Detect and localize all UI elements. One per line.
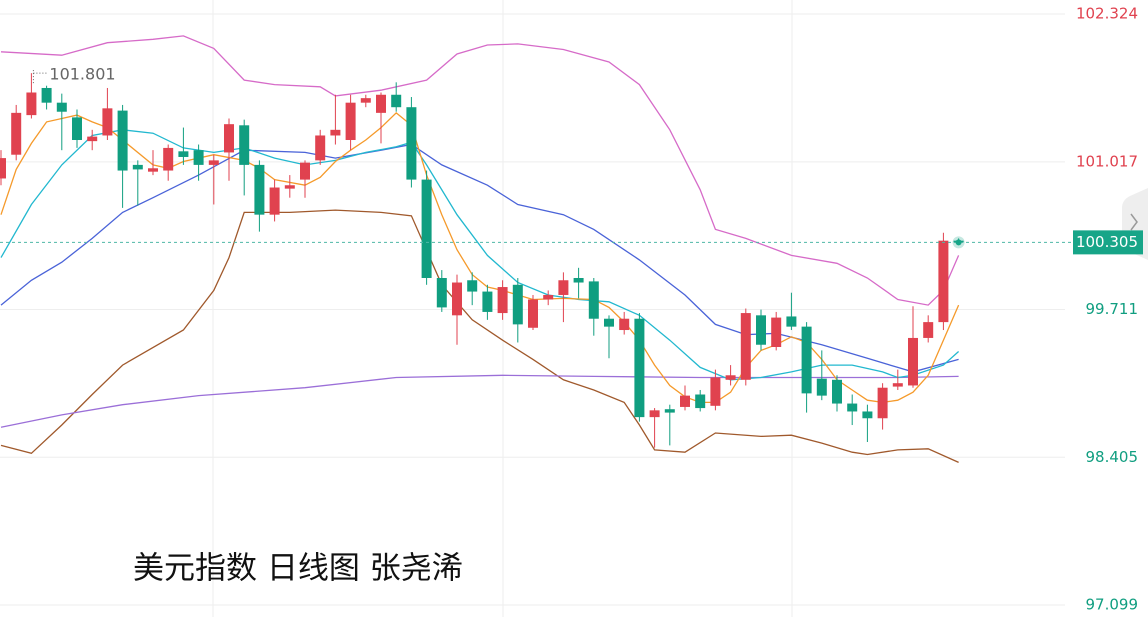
candle-body	[771, 317, 782, 347]
candle-body	[391, 94, 402, 108]
candle-body	[908, 337, 918, 386]
candle-body	[315, 135, 326, 161]
candle-body	[649, 410, 660, 418]
candle-body	[892, 383, 903, 387]
candle-body	[558, 280, 569, 295]
indicator-line	[0, 209, 959, 463]
candle-body	[680, 395, 690, 407]
candle-body	[11, 112, 22, 155]
candle-body	[300, 162, 310, 180]
candle-body	[436, 277, 447, 308]
candle-body	[543, 294, 554, 300]
candle-body	[664, 409, 675, 413]
candle-body	[452, 282, 462, 316]
candle-body	[26, 92, 37, 116]
y-tick-label: 101.017	[1076, 152, 1138, 170]
candle-body	[330, 129, 341, 136]
candle-body	[72, 117, 82, 141]
candle-body	[421, 179, 432, 278]
candle-body	[376, 94, 386, 113]
candle-body	[847, 403, 858, 412]
candle-body	[923, 322, 934, 338]
candle-body	[862, 411, 873, 419]
candle-body	[619, 318, 630, 331]
candle-body	[163, 147, 174, 171]
candle-body	[801, 326, 812, 394]
plot: 97.099 98.405 99.711 101.017 102.324 101.801	[0, 5, 1138, 614]
candle-body	[102, 108, 113, 136]
candle-body	[877, 387, 888, 419]
candle-body	[224, 124, 234, 153]
candle-body	[528, 299, 538, 328]
indicator-line	[0, 112, 960, 404]
last-price-box	[1073, 230, 1143, 255]
candle-body	[832, 379, 842, 404]
y-tick-label: 99.711	[1086, 300, 1139, 318]
candle-body	[634, 318, 645, 418]
last-price-dot	[955, 239, 962, 246]
candle-body	[695, 394, 706, 409]
candle-body	[604, 318, 614, 327]
y-tick-label: 102.324	[1076, 5, 1138, 23]
candle-body	[938, 240, 949, 323]
candle-body	[284, 185, 295, 189]
candle-body	[467, 280, 478, 292]
candle-body	[482, 291, 493, 312]
candle-body	[756, 315, 766, 345]
candle-body	[710, 377, 721, 406]
candle-body	[588, 281, 599, 319]
indicator-line	[0, 143, 959, 373]
candle-body	[360, 98, 371, 103]
candle-body	[725, 375, 736, 380]
indicator-line	[0, 35, 960, 306]
candle-body	[345, 102, 356, 141]
candle-body	[740, 313, 751, 380]
candle-body	[269, 187, 280, 215]
candle-body	[56, 102, 67, 112]
indicator-line	[0, 374, 959, 428]
candle-body	[573, 277, 584, 283]
candle-body	[239, 125, 250, 165]
candle-body	[193, 150, 204, 165]
y-tick-label: 97.099	[1086, 596, 1139, 614]
candle-body	[786, 316, 797, 327]
candle-body	[512, 284, 523, 325]
chevron-icon	[1130, 213, 1138, 231]
candle-body	[117, 110, 128, 171]
candle-body	[406, 107, 417, 180]
candle-body	[254, 164, 265, 215]
candle-body	[148, 168, 158, 172]
last-price-label: 100.305	[1076, 233, 1138, 251]
candle-body	[0, 158, 6, 179]
chart-title: 美元指数 日线图 张尧浠	[133, 551, 463, 587]
candle-body	[87, 136, 98, 142]
candle-body	[41, 87, 52, 103]
candle-body	[208, 160, 219, 165]
candle-body	[132, 164, 143, 170]
y-tick-label: 98.405	[1086, 448, 1139, 466]
candle-body	[178, 151, 189, 157]
high-label: 101.801	[49, 65, 115, 84]
indicator-line	[0, 129, 960, 381]
candle-body	[497, 287, 508, 314]
candle-body	[816, 378, 827, 396]
